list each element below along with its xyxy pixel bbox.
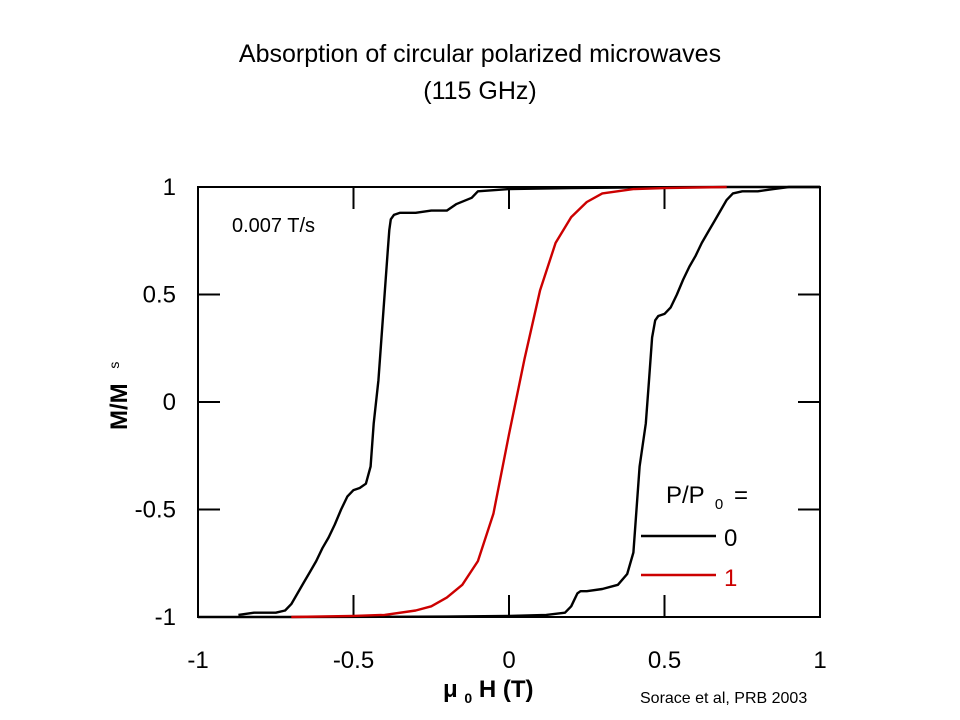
legend-label-series-0: 0 — [724, 525, 737, 552]
legend-title-sub: 0 — [715, 496, 723, 513]
x-axis-label: μ 0 H (T) — [443, 676, 533, 709]
series-line-1 — [198, 185, 820, 619]
x-tick-label: -0.5 — [333, 647, 374, 674]
y-tick-label: -0.5 — [135, 497, 176, 524]
chart-title-line-1: Absorption of circular polarized microwa… — [238, 40, 722, 68]
y-axis-label-main: M/M — [106, 383, 133, 430]
x-axis-label-main: μ — [443, 676, 458, 703]
x-axis-label-sub: 0 — [464, 690, 472, 706]
tick-labels: -1 -0.5 0 0.5 1 1 0.5 0 -0.5 -1 — [135, 174, 827, 674]
x-tick-label: 1 — [813, 647, 826, 674]
legend: P/P 0 = 0 1 — [641, 482, 748, 592]
legend-title: P/P 0 = — [666, 482, 748, 515]
x-axis-label-rest: H (T) — [479, 676, 534, 703]
source-credit: Sorace et al, PRB 2003 — [640, 690, 808, 707]
legend-title-main: P/P — [666, 482, 704, 509]
y-tick-label: 0.5 — [143, 282, 176, 309]
x-tick-label: 0.5 — [648, 647, 681, 674]
plot-frame — [197, 186, 821, 618]
legend-label-series-1: 1 — [724, 565, 737, 592]
x-tick-label: 0 — [502, 647, 515, 674]
chart-title-line-2: (115 GHz) — [423, 77, 537, 105]
axis-ticks — [197, 186, 821, 618]
legend-title-suffix: = — [734, 482, 748, 509]
series-layer — [198, 185, 820, 619]
y-tick-label: -1 — [155, 604, 176, 631]
y-tick-label: 1 — [163, 174, 176, 201]
x-tick-label: -1 — [187, 647, 208, 674]
y-axis-label-sub: s — [106, 362, 122, 369]
series-line-2 — [291, 185, 727, 619]
rate-annotation: 0.007 T/s — [232, 215, 315, 237]
series-line-0 — [238, 185, 820, 617]
y-axis-label: M/M s — [106, 362, 133, 430]
y-tick-label: 0 — [163, 389, 176, 416]
